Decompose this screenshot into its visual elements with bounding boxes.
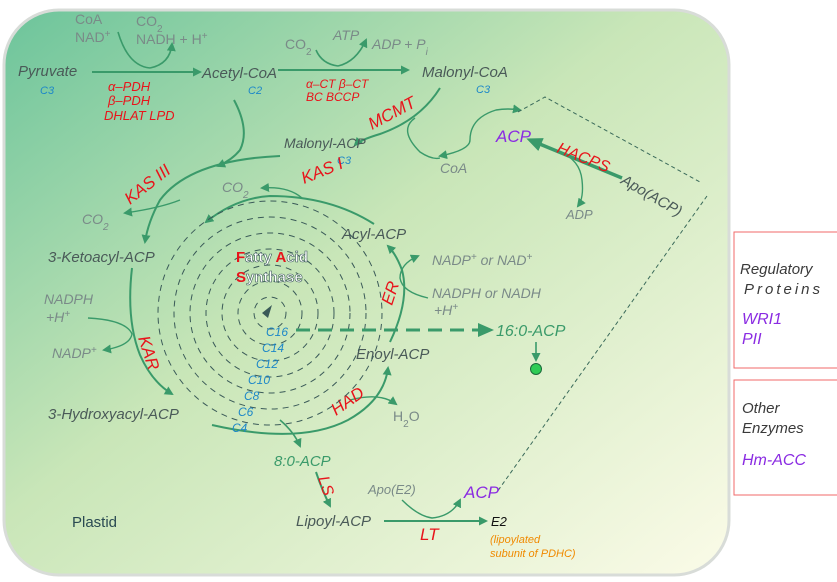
regulatory-proteins-panel: Regulatory Proteins WRI1 PII bbox=[733, 231, 837, 369]
octanoyl-acp-label: 8:0-ACP bbox=[274, 453, 331, 470]
pdh-step bbox=[92, 31, 202, 77]
enoyl-acp-label: Enoyl-ACP bbox=[356, 346, 429, 363]
plastid-label: Plastid bbox=[72, 514, 117, 531]
nad-cofactor: NAD+ bbox=[75, 29, 111, 46]
had-arc bbox=[211, 366, 392, 435]
h-kar: +H+ bbox=[46, 309, 70, 326]
chain-c6: C6 bbox=[238, 405, 254, 419]
nadh-cofactor: NADH + H+ bbox=[136, 31, 208, 48]
elongation-spiral bbox=[157, 200, 383, 426]
malonyl-acp-carbon: C3 bbox=[337, 155, 352, 167]
atp-cofactor: ATP bbox=[332, 27, 360, 43]
acc-bc-bccp: BC BCCP bbox=[306, 90, 359, 104]
octanoyl-branch-arrow bbox=[279, 419, 302, 448]
pyruvate-carbon: C3 bbox=[40, 85, 55, 97]
nadph-or-nadh: NADPH or NADH bbox=[432, 285, 542, 301]
hacps-step bbox=[526, 138, 623, 208]
acetyl-coa-label: Acetyl-CoA bbox=[201, 65, 277, 82]
co2-pdh: CO2 bbox=[136, 13, 163, 35]
kas1-co2-arrow bbox=[260, 182, 303, 199]
kar-nadph-arrow bbox=[87, 317, 133, 354]
regulatory-title: Regulatory bbox=[740, 261, 814, 278]
palmitoyl-acp-label: 16:0-ACP bbox=[496, 323, 566, 340]
pdh-dhlat-lpd: DHLAT LPD bbox=[104, 108, 175, 123]
other-enzyme-hm-acc: Hm-ACC bbox=[742, 452, 806, 469]
e2-note-line1: (lipoylated bbox=[490, 534, 541, 546]
malonyl-coa-carbon: C3 bbox=[476, 84, 491, 96]
h2o-cofactor: H2O bbox=[393, 408, 420, 430]
regulator-wri1: WRI1 bbox=[742, 311, 782, 328]
chain-c4: C4 bbox=[232, 421, 248, 435]
pdh-alpha: α–PDH bbox=[108, 79, 151, 94]
co2-kas1: CO2 bbox=[222, 179, 249, 201]
kas3-co2-arrow bbox=[123, 199, 181, 217]
acyl-acp-label: Acyl-ACP bbox=[341, 226, 406, 243]
apo-e2-label: Apo(E2) bbox=[367, 482, 416, 497]
adp-hacps: ADP bbox=[565, 207, 593, 222]
acc-ct: α–CT β–CT bbox=[306, 77, 370, 91]
fas-title-line1: Fatty Acid bbox=[236, 249, 308, 266]
ketoacyl-acp-label: 3-Ketoacyl-ACP bbox=[48, 249, 155, 266]
chain-c16: C16 bbox=[266, 325, 288, 339]
acc-step bbox=[278, 38, 410, 75]
lt-enzyme: LT bbox=[420, 525, 440, 544]
export-point bbox=[530, 363, 542, 375]
pdh-beta: β–PDH bbox=[107, 93, 151, 108]
chain-c14: C14 bbox=[262, 341, 284, 355]
plastid-compartment bbox=[2, 8, 731, 577]
nadph-kar: NADPH bbox=[44, 291, 94, 307]
acp-lt-label: ACP bbox=[463, 483, 500, 502]
proteins-title: Proteins bbox=[744, 281, 823, 298]
ls-enzyme: LS bbox=[314, 474, 336, 498]
nadp-or-nad: NADP+ or NAD+ bbox=[432, 252, 533, 269]
malonyl-acp-label: Malonyl-ACP bbox=[284, 135, 366, 151]
h-er: +H+ bbox=[434, 302, 458, 319]
had-h2o-arrow bbox=[349, 396, 398, 406]
malonyl-coa-label: Malonyl-CoA bbox=[422, 64, 508, 81]
kas3-arc bbox=[141, 155, 281, 244]
nadp-kar: NADP+ bbox=[52, 345, 97, 362]
e2-label: E2 bbox=[491, 514, 508, 529]
other-enzymes-panel: Other Enzymes Hm-ACC bbox=[733, 379, 837, 496]
coa-cofactor: CoA bbox=[75, 11, 103, 27]
chain-c10: C10 bbox=[248, 373, 270, 387]
lipoyl-acp-label: Lipoyl-ACP bbox=[296, 513, 371, 530]
spiral-center-arrowhead bbox=[262, 305, 272, 318]
mcmt-step bbox=[353, 87, 522, 160]
e2-note-line2: subunit of PDHC) bbox=[490, 548, 576, 560]
chain-c12: C12 bbox=[256, 357, 278, 371]
adp-pi-cofactor: ADP + Pi bbox=[371, 36, 429, 58]
regulator-pii: PII bbox=[742, 331, 762, 348]
lt-side-arrow bbox=[401, 498, 461, 519]
kar-arc bbox=[129, 267, 174, 396]
acp-recycle-dashed bbox=[517, 96, 701, 183]
acp-label: ACP bbox=[495, 127, 532, 146]
co2-acc: CO2 bbox=[285, 36, 312, 58]
kas1-arc bbox=[204, 194, 375, 225]
er-nadph-arrow bbox=[399, 254, 429, 299]
hydroxyacyl-acp-label: 3-Hydroxyacyl-ACP bbox=[48, 406, 179, 423]
fas-title-line2: Synthase bbox=[236, 269, 303, 286]
acp-lipoyl-dashed bbox=[496, 195, 708, 493]
coa-mcmt: CoA bbox=[440, 160, 467, 176]
enzymes-title: Enzymes bbox=[742, 420, 804, 437]
chain-c8: C8 bbox=[244, 389, 260, 403]
co2-kas3: CO2 bbox=[82, 211, 109, 233]
acetyl-coa-carbon: C2 bbox=[248, 85, 262, 97]
other-title: Other bbox=[742, 400, 781, 417]
ls-arrow bbox=[315, 471, 331, 508]
pyruvate-label: Pyruvate bbox=[18, 63, 77, 80]
